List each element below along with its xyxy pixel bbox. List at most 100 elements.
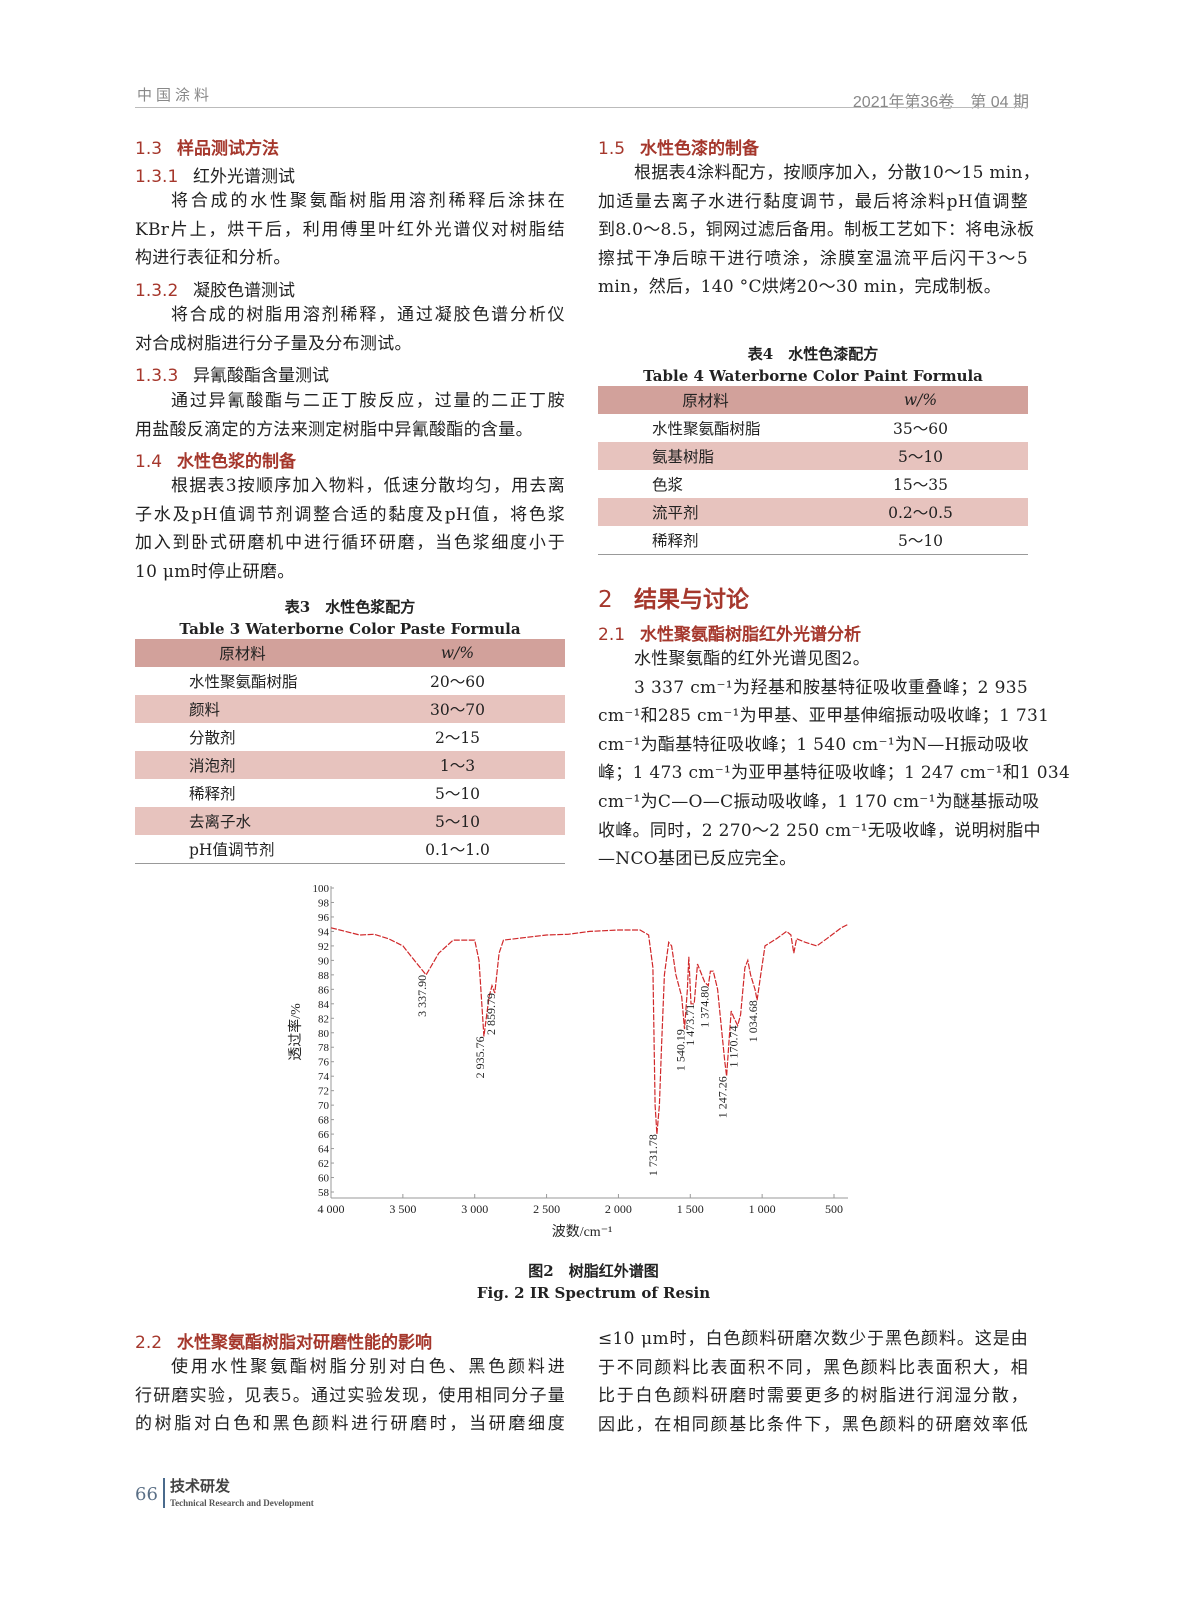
table-row: 稀释剂 5～10 <box>598 526 1028 555</box>
paragraph-line: —NCO基团已反应完全。 <box>598 849 797 870</box>
material-cell: 去离子水 <box>135 807 350 835</box>
section-title: 水性聚氨酯树脂红外光谱分析 <box>640 625 861 645</box>
y-tick-label: 90 <box>318 955 330 967</box>
section-title: 水性色漆的制备 <box>640 139 759 159</box>
section-number: 1.3.2 <box>135 281 179 301</box>
paragraph-line: 将合成的树脂用溶剂稀释，通过凝胶色谱分析仪 <box>171 305 565 325</box>
paragraph-line: 于不同颜料比表面积不同，黑色颜料比表面积大，相 <box>598 1357 1028 1378</box>
section-number: 1.3.1 <box>135 167 179 187</box>
weight-percent-cell: 5～10 <box>813 442 1028 470</box>
paragraph-line: 10 μm时停止研磨。 <box>135 561 295 582</box>
material-cell: 稀释剂 <box>189 785 236 803</box>
y-axis-label: 透过率/% <box>287 1003 304 1061</box>
y-tick-label: 62 <box>318 1158 329 1170</box>
paragraph-line: 加入到卧式研磨机中进行循环研磨，当色浆细度小于 <box>135 533 565 554</box>
section-heading-1-3-1: 1.3.1 红外光谱测试 <box>135 162 295 187</box>
peak-label: 2 859.79 <box>484 993 498 1035</box>
weight-percent-cell: 2～15 <box>434 729 481 747</box>
paragraph-line: 子水及pH值调节剂调整合适的黏度及pH值，将色浆 <box>135 504 565 525</box>
paragraph-line: 根据表3按顺序加入物料，低速分散均匀，用去离 <box>171 476 565 496</box>
paragraph-line: min，然后，140 °C烘烤20～30 min，完成制板。 <box>598 277 1002 298</box>
table-row: 水性聚氨酯树脂 20～60 <box>135 667 565 695</box>
paragraph-line: 行研磨实验，见表5。通过实验发现，使用相同分子量 <box>135 1385 565 1406</box>
weight-percent-cell: 35～60 <box>893 420 948 438</box>
paragraph-line: 对合成树脂进行分子量及分布测试。 <box>135 333 412 354</box>
table-caption-cn: 表3 水性色浆配方 <box>284 598 416 616</box>
y-tick-label: 98 <box>318 897 330 909</box>
column-header: 原材料 <box>135 639 350 667</box>
journal-name: 中国涂料 <box>137 86 214 104</box>
section-title: 样品测试方法 <box>177 139 279 159</box>
section-number: 2.1 <box>598 625 626 645</box>
y-tick-label: 66 <box>318 1129 330 1141</box>
material-cell: 分散剂 <box>189 729 236 747</box>
table-row: 颜料 30～70 <box>135 695 565 723</box>
y-tick-label: 70 <box>318 1100 330 1112</box>
paragraph-line: KBr片上，烘干后，利用傅里叶红外光谱仪对树脂结 <box>135 219 565 240</box>
table-header-row: 原材料 w/% <box>598 386 1028 414</box>
section-number: 1.3.3 <box>135 366 179 386</box>
weight-percent-cell: 0.1～1.0 <box>425 841 490 859</box>
section-number: 1.4 <box>135 452 163 472</box>
paragraph-line: cm⁻¹为酯基特征吸收峰；1 540 cm⁻¹为N—H振动吸收 <box>598 734 1029 755</box>
x-tick-label: 1 000 <box>749 1202 776 1216</box>
figure-caption-cn: 图2 树脂红外谱图 <box>528 1262 659 1280</box>
weight-percent-cell: 5～10 <box>434 785 481 803</box>
section-heading-1-5: 1.5 水性色漆的制备 <box>598 134 759 159</box>
section-title: 水性色浆的制备 <box>177 452 296 472</box>
y-tick-label: 84 <box>318 999 330 1011</box>
y-tick-label: 72 <box>318 1086 329 1098</box>
weight-percent-cell: 5～10 <box>897 532 944 550</box>
section-number: 2 <box>598 587 613 613</box>
peak-label: 1 731.78 <box>646 1134 660 1176</box>
material-cell: 流平剂 <box>598 498 813 526</box>
table-caption-cn: 表4 水性色漆配方 <box>747 345 879 363</box>
peak-label: 1 540.19 <box>674 1029 688 1071</box>
figure-caption-en: Fig. 2 IR Spectrum of Resin <box>476 1284 711 1302</box>
paragraph-line: 加适量去离子水进行黏度调节，最后将涂料pH值调整 <box>598 191 1028 212</box>
column-header: w/% <box>350 639 565 667</box>
paragraph-line: 使用水性聚氨酯树脂分别对白色、黑色颜料进 <box>171 1357 565 1377</box>
x-tick-label: 3 000 <box>461 1202 488 1216</box>
x-tick-label: 4 000 <box>318 1202 345 1216</box>
y-tick-label: 78 <box>318 1042 330 1054</box>
header-divider <box>135 107 1028 108</box>
table-row: 稀释剂 5～10 <box>135 779 565 807</box>
section-title: 结果与讨论 <box>634 587 749 613</box>
y-tick-label: 88 <box>318 970 330 982</box>
material-cell: 水性聚氨酯树脂 <box>652 420 761 438</box>
y-tick-label: 68 <box>318 1115 330 1127</box>
y-tick-label: 64 <box>318 1144 330 1156</box>
material-cell: 消泡剂 <box>135 751 350 779</box>
column-header: w/% <box>813 386 1028 414</box>
peak-label: 1 473.71 <box>683 1004 697 1046</box>
page-number: 66 <box>135 1484 158 1505</box>
material-cell: 色浆 <box>652 476 684 494</box>
y-tick-label: 74 <box>318 1071 330 1083</box>
peak-label: 1 034.68 <box>746 1000 760 1042</box>
section-heading-2-1: 2.1 水性聚氨酯树脂红外光谱分析 <box>598 620 861 645</box>
issue-info: 2021年第36卷 第 04 期 <box>852 94 1029 111</box>
table-row: pH值调节剂 0.1～1.0 <box>135 835 565 864</box>
paragraph-line: 3 337 cm⁻¹为羟基和胺基特征吸收重叠峰；2 935 <box>634 677 1028 698</box>
table-caption-en: Table 4 Waterborne Color Paint Formula <box>643 367 983 385</box>
paragraph-line: 比于白色颜料研磨时需要更多的树脂进行润湿分散， <box>598 1386 1028 1407</box>
paragraph-line: 到8.0～8.5，铜网过滤后备用。制板工艺如下：将电泳板 <box>598 220 1035 241</box>
table-caption-en: Table 3 Waterborne Color Paste Formula <box>179 620 521 638</box>
y-tick-label: 94 <box>318 926 330 938</box>
section-heading-1-3-2: 1.3.2 凝胶色谱测试 <box>135 276 295 301</box>
y-tick-label: 58 <box>318 1187 330 1199</box>
table-row: 流平剂 0.2～0.5 <box>598 498 1028 526</box>
section-number: 1.5 <box>598 139 626 159</box>
table-row: 氨基树脂 5～10 <box>598 442 1028 470</box>
weight-percent-cell: 0.2～0.5 <box>813 498 1028 526</box>
weight-percent-cell: 30～70 <box>350 695 565 723</box>
table-row: 分散剂 2～15 <box>135 723 565 751</box>
paragraph-line: 因此，在相同颜基比条件下，黑色颜料的研磨效率低 <box>598 1414 1028 1435</box>
paragraph-line: 构进行表征和分析。 <box>135 248 291 269</box>
table-header-row: 原材料 w/% <box>135 639 565 667</box>
footer-section-cn: 技术研发 <box>170 1477 231 1495</box>
footer-divider <box>163 1478 165 1508</box>
formula-table: 原材料 w/% 水性聚氨酯树脂 35～60 氨基树脂 5～10 色浆 15～35 流平剂 0.2～… <box>598 386 1028 555</box>
